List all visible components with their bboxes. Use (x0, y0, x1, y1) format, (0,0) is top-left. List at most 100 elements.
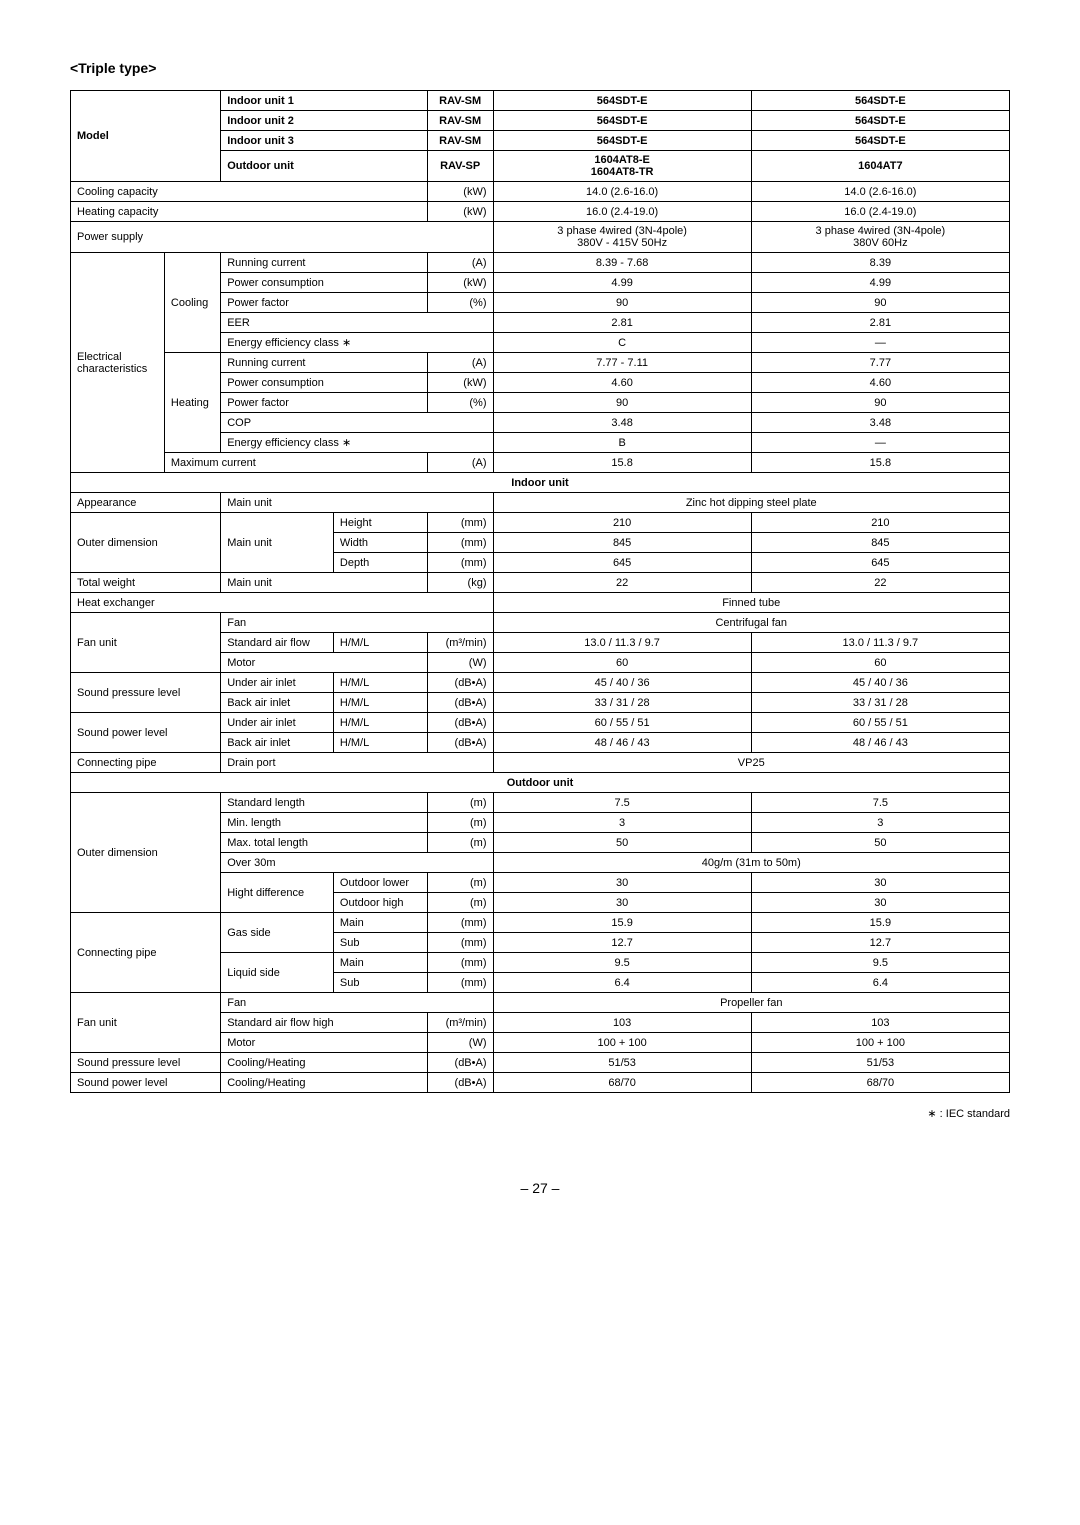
cell: 3.48 (493, 413, 751, 433)
cell: Outdoor lower (333, 873, 427, 893)
cell: Under air inlet (221, 713, 334, 733)
cell: 564SDT-E (493, 131, 751, 151)
cell: (mm) (427, 553, 493, 573)
cell: 3 phase 4wired (3N-4pole) 380V - 415V 50… (493, 222, 751, 253)
cell: 4.99 (751, 273, 1009, 293)
cell: Cooling (164, 253, 220, 353)
cell: 12.7 (493, 933, 751, 953)
cell: Max. total length (221, 833, 428, 853)
cell: Gas side (221, 913, 334, 953)
cell: 68/70 (493, 1073, 751, 1093)
spec-table: Model Indoor unit 1 RAV-SM 564SDT-E 564S… (70, 90, 1010, 1093)
cell: 60 / 55 / 51 (493, 713, 751, 733)
cell: Total weight (71, 573, 221, 593)
cell: 564SDT-E (751, 131, 1009, 151)
cell: 3 (751, 813, 1009, 833)
cell: Heating (164, 353, 220, 453)
cell: (W) (427, 653, 493, 673)
cell: Running current (221, 353, 428, 373)
cell: Height (333, 513, 427, 533)
cell: B (493, 433, 751, 453)
cell: (dB•A) (427, 1053, 493, 1073)
cell: 16.0 (2.4-19.0) (493, 202, 751, 222)
cell: 14.0 (2.6-16.0) (751, 182, 1009, 202)
cell: 564SDT-E (751, 111, 1009, 131)
cell: 51/53 (751, 1053, 1009, 1073)
cell: 100 + 100 (751, 1033, 1009, 1053)
cell: 33 / 31 / 28 (493, 693, 751, 713)
cell: 845 (751, 533, 1009, 553)
cell: (A) (427, 453, 493, 473)
cell: Fan unit (71, 993, 221, 1053)
cell: 48 / 46 / 43 (493, 733, 751, 753)
cell: Min. length (221, 813, 428, 833)
cell: Sound power level (71, 1073, 221, 1093)
cell: (dB•A) (427, 733, 493, 753)
cell: 7.77 - 7.11 (493, 353, 751, 373)
cell: 16.0 (2.4-19.0) (751, 202, 1009, 222)
cell: Electrical characteristics (71, 253, 165, 473)
cell: Over 30m (221, 853, 493, 873)
cell: 90 (493, 393, 751, 413)
cell: (W) (427, 1033, 493, 1053)
cell: Motor (221, 653, 428, 673)
cell: H/M/L (333, 633, 427, 653)
cell: 15.8 (751, 453, 1009, 473)
cell: Sound power level (71, 713, 221, 753)
cell: Fan (221, 993, 493, 1013)
cell: (mm) (427, 533, 493, 553)
cell: 1604AT8-E 1604AT8-TR (493, 151, 751, 182)
cell: (A) (427, 253, 493, 273)
cell: (%) (427, 293, 493, 313)
cell: Cooling/Heating (221, 1053, 428, 1073)
cell: 51/53 (493, 1053, 751, 1073)
cell: 6.4 (751, 973, 1009, 993)
cell: VP25 (493, 753, 1010, 773)
cell: 68/70 (751, 1073, 1009, 1093)
cell: Under air inlet (221, 673, 334, 693)
cell: Main unit (221, 573, 428, 593)
cell: Connecting pipe (71, 753, 221, 773)
cell: Indoor unit 3 (221, 131, 428, 151)
cell: Outdoor high (333, 893, 427, 913)
cell: 40g/m (31m to 50m) (493, 853, 1010, 873)
cell: 645 (493, 553, 751, 573)
cell: (m³/min) (427, 633, 493, 653)
cell: 30 (493, 893, 751, 913)
cell: (m) (427, 893, 493, 913)
cell: 2.81 (493, 313, 751, 333)
cell: (m) (427, 873, 493, 893)
cell: RAV-SP (427, 151, 493, 182)
cell: — (751, 333, 1009, 353)
section-header: Outdoor unit (71, 773, 1010, 793)
cell: (kW) (427, 373, 493, 393)
cell: (A) (427, 353, 493, 373)
cell: Motor (221, 1033, 428, 1053)
cell: 90 (493, 293, 751, 313)
cell: Main unit (221, 493, 493, 513)
cell: (%) (427, 393, 493, 413)
cell: 564SDT-E (493, 111, 751, 131)
cell: Hight difference (221, 873, 334, 913)
cell: (mm) (427, 913, 493, 933)
cell: (dB•A) (427, 1073, 493, 1093)
cell: 210 (493, 513, 751, 533)
cell: (dB•A) (427, 693, 493, 713)
cell: 103 (751, 1013, 1009, 1033)
cell: EER (221, 313, 493, 333)
cell: Standard air flow (221, 633, 334, 653)
cell: H/M/L (333, 693, 427, 713)
cell: 22 (751, 573, 1009, 593)
cell: Standard air flow high (221, 1013, 428, 1033)
cell: H/M/L (333, 733, 427, 753)
cell: Fan (221, 613, 493, 633)
cell: Liquid side (221, 953, 334, 993)
cell: Energy efficiency class ∗ (221, 333, 493, 353)
cell: Maximum current (164, 453, 427, 473)
cell: (kW) (427, 273, 493, 293)
cell: H/M/L (333, 673, 427, 693)
cell: Power factor (221, 293, 428, 313)
cell: Energy efficiency class ∗ (221, 433, 493, 453)
cell: Centrifugal fan (493, 613, 1010, 633)
cell: Power consumption (221, 273, 428, 293)
